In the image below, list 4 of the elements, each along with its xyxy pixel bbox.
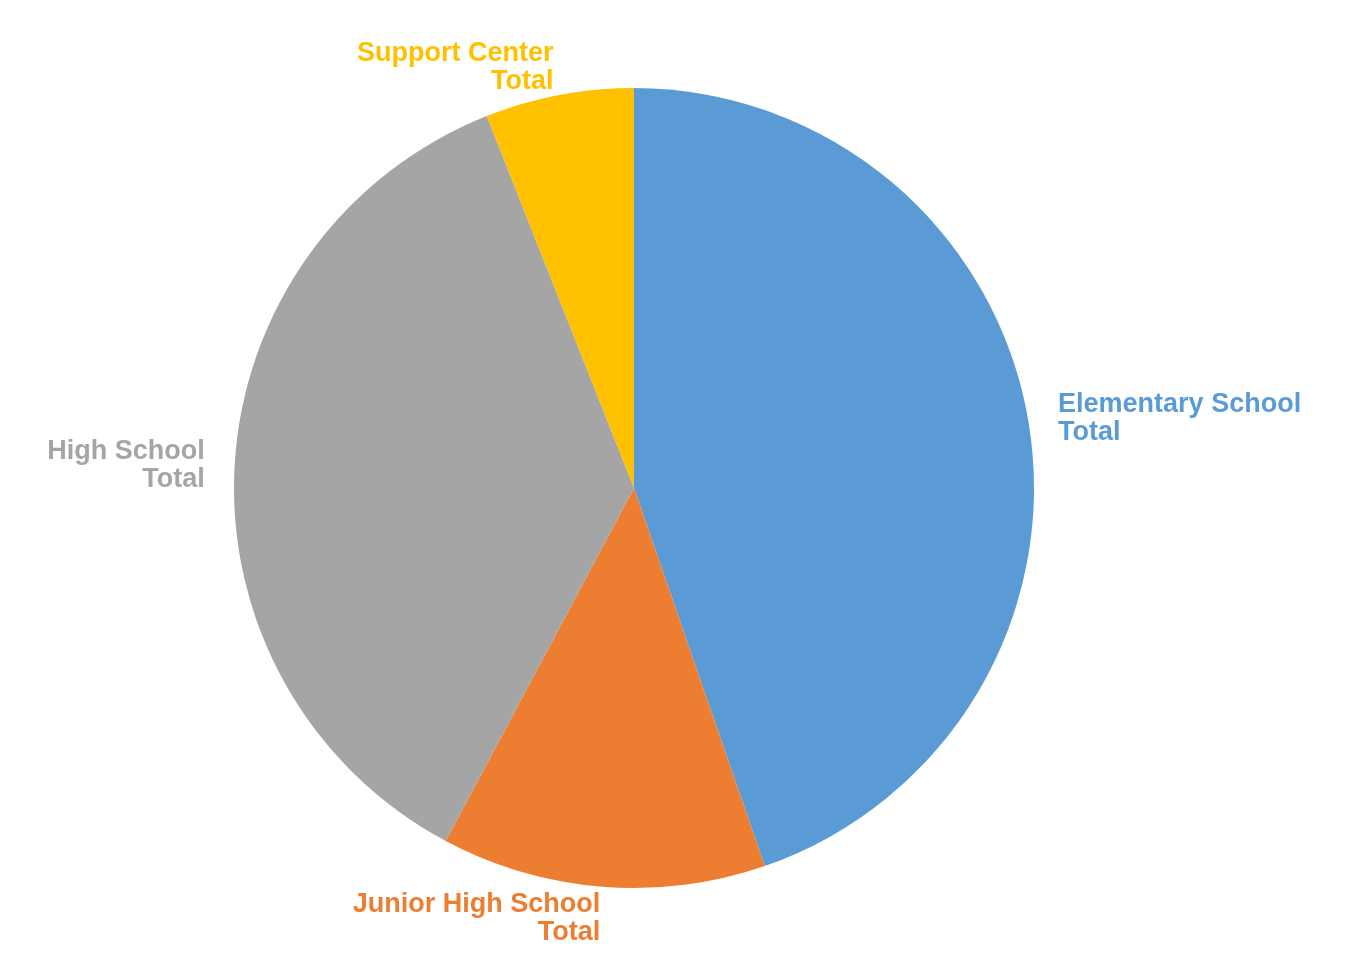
slice-label: Junior High School Total xyxy=(352,887,601,946)
slice-label: Elementary School Total xyxy=(1058,387,1302,446)
slice-label: Support Center Total xyxy=(356,36,554,95)
slice-label: High School Total xyxy=(47,434,205,493)
